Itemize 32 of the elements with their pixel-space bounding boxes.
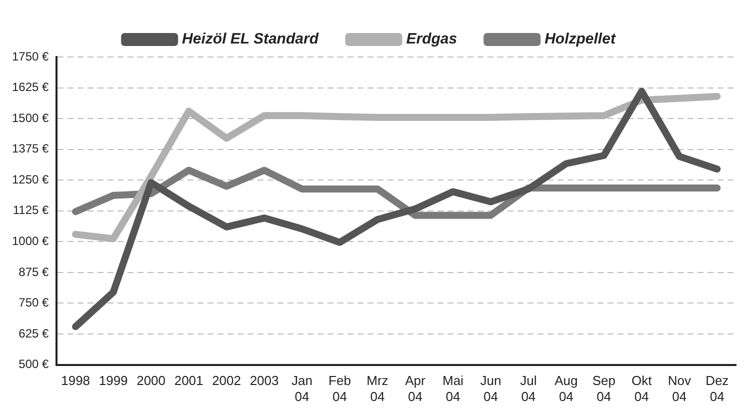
y-tick-label: 625 € bbox=[18, 326, 50, 340]
x-tick-label: 2001 bbox=[174, 373, 204, 388]
x-tick-label: 2002 bbox=[212, 373, 241, 388]
x-tick-label: Feb 04 bbox=[328, 373, 351, 404]
x-tick-label: Nov 04 bbox=[668, 373, 692, 404]
y-tick-label: 875 € bbox=[18, 264, 50, 279]
legend-label: Heizöl EL Standard bbox=[182, 30, 320, 48]
y-tick-label: 1000 € bbox=[12, 234, 50, 248]
x-tick-label: Dez 04 bbox=[706, 373, 729, 404]
x-tick-label: Jan 04 bbox=[292, 373, 312, 404]
x-tick-label: 2000 bbox=[136, 373, 166, 388]
x-tick-label: Mrz 04 bbox=[366, 373, 388, 404]
x-tick-label: Jul 04 bbox=[520, 373, 537, 404]
legend-label: Holzpellet bbox=[544, 30, 616, 48]
y-tick-label: 1625 € bbox=[12, 80, 50, 94]
x-tick-label: 2003 bbox=[250, 373, 279, 388]
y-tick-label: 1750 € bbox=[12, 49, 50, 64]
y-tick-label: 1375 € bbox=[12, 142, 50, 156]
x-tick-label: Sep 04 bbox=[592, 373, 616, 404]
y-tick-label: 1125 € bbox=[12, 203, 50, 218]
x-tick-label: Mai 04 bbox=[442, 373, 464, 404]
x-tick-label: 1999 bbox=[98, 373, 128, 388]
x-tick-label: Apr 04 bbox=[405, 373, 426, 404]
x-tick-label: Okt 04 bbox=[632, 373, 652, 404]
y-tick-label: 1500 € bbox=[12, 110, 50, 125]
y-tick-label: 500 € bbox=[18, 357, 50, 372]
legend-label: Erdgas bbox=[406, 30, 458, 48]
x-tick-label: 1998 bbox=[61, 373, 90, 388]
x-tick-label: Jun 04 bbox=[480, 373, 502, 404]
y-tick-label: 1250 € bbox=[12, 172, 50, 186]
y-tick-label: 750 € bbox=[18, 296, 50, 310]
x-tick-label: Aug 04 bbox=[554, 373, 578, 404]
